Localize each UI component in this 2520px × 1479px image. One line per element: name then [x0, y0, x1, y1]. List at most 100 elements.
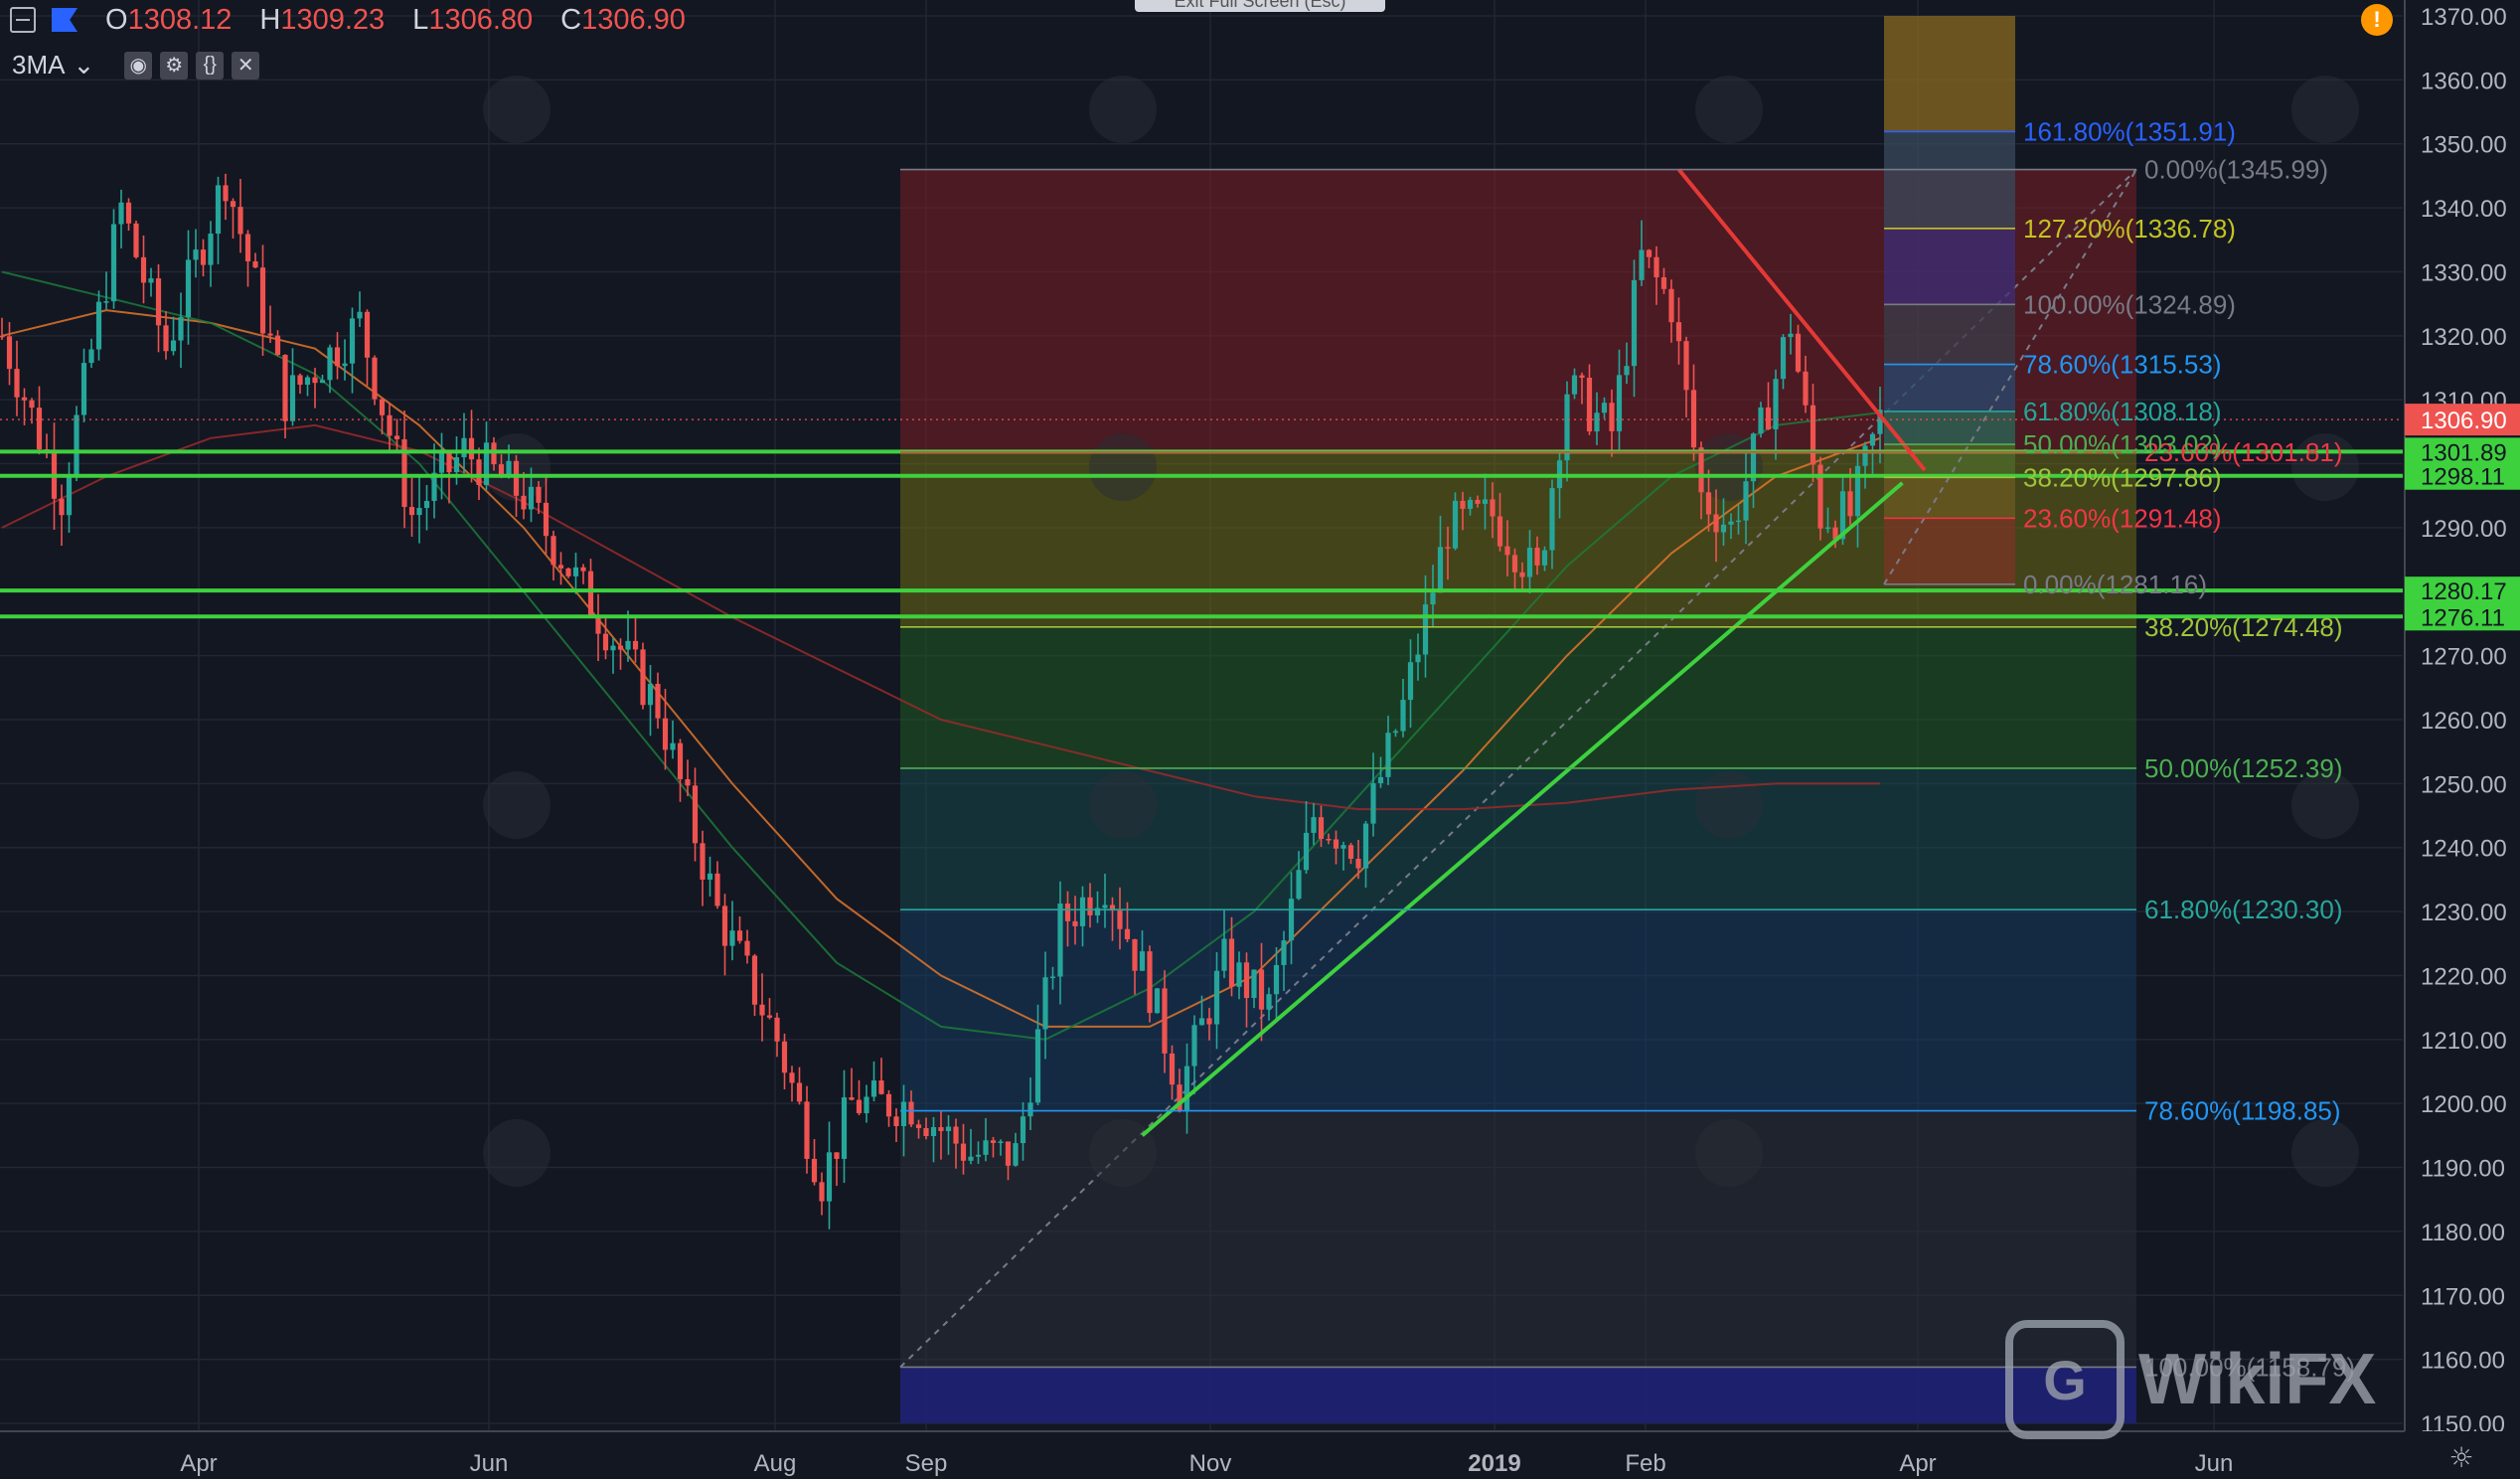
candle-body [804, 1101, 810, 1159]
price-tick-label: 1340.00 [2421, 196, 2507, 223]
candle-body [274, 335, 281, 356]
candle-body [1475, 499, 1481, 504]
close-readout: C1306.90 [560, 3, 686, 36]
candle-body [551, 536, 556, 566]
candle-body [200, 249, 207, 265]
fib-small-level-label: 23.60%(1291.48) [2023, 503, 2221, 533]
candle-body [1370, 783, 1376, 824]
candle-body [453, 457, 460, 473]
exit-fullscreen-button[interactable]: Exit Full Screen (Esc) [1135, 0, 1385, 12]
candle-body [528, 486, 535, 510]
candle-body [1862, 445, 1868, 466]
candle-body [983, 1140, 989, 1155]
candle-body [1034, 1029, 1041, 1103]
candle-body [438, 453, 445, 473]
candle-body [819, 1182, 825, 1202]
candle-body [714, 873, 720, 906]
candle-body [602, 633, 609, 651]
gear-icon[interactable]: ⚙ [160, 51, 189, 80]
candle-body [1675, 322, 1682, 342]
wikifx-logo: G WikiFX [2005, 1320, 2376, 1439]
candle-body [1832, 527, 1838, 540]
candle-body [1705, 492, 1712, 515]
candle-body [387, 414, 393, 436]
candle-body [1236, 962, 1242, 987]
candle-body [215, 185, 222, 235]
candle-body [1847, 491, 1853, 517]
candle-body [267, 333, 273, 336]
fib-level-label: 23.60%(1301.81) [2144, 437, 2342, 467]
candle-body [677, 742, 684, 779]
candle-body [1102, 904, 1108, 908]
candle-body [95, 301, 102, 350]
level-price-label: 1298.11 [2421, 464, 2505, 491]
level-price-tag [2405, 437, 2520, 466]
candle-body [1758, 407, 1764, 434]
fib-extension-zone [900, 1367, 2136, 1423]
candle-body [700, 843, 706, 880]
fib-zone [900, 626, 2136, 768]
candle-body [1221, 938, 1227, 971]
candle-body [1668, 288, 1674, 323]
price-axis-bg [2405, 0, 2520, 1479]
candle-body [1654, 256, 1659, 277]
collapse-icon[interactable] [10, 7, 36, 33]
candle-body [1519, 572, 1525, 577]
candle-body [461, 437, 467, 458]
candle-body [1281, 940, 1287, 965]
fib-small-diagonal [1883, 169, 2137, 585]
fib-level-label: 0.00%(1345.99) [2144, 155, 2328, 185]
watermark-logo-icon [1089, 76, 1157, 143]
candle-body [1735, 520, 1742, 523]
candle-body [223, 185, 229, 202]
candle-body [1392, 731, 1399, 734]
candle-body [1124, 928, 1131, 939]
candle-body [1057, 904, 1063, 977]
candle-body [1422, 604, 1429, 655]
candle-body [1318, 817, 1325, 839]
price-tick-label: 1240.00 [2421, 836, 2507, 863]
candle-body [1228, 938, 1235, 987]
fib-small-zone [1884, 444, 2015, 478]
alert-icon[interactable]: ! [2361, 4, 2393, 36]
candle-body [849, 1097, 855, 1100]
high-readout: H1309.23 [259, 3, 386, 36]
candle-body [506, 460, 512, 478]
candle-body [193, 249, 199, 260]
fib-level-label: 78.60%(1198.85) [2144, 1096, 2341, 1126]
candle-body [721, 905, 728, 946]
price-tick-label: 1230.00 [2421, 900, 2507, 926]
time-tick-label: Nov [1189, 1450, 1232, 1477]
candle-body [379, 399, 386, 415]
chart-settings-icon[interactable]: ☼ [2448, 1441, 2474, 1474]
candle-body [856, 1099, 863, 1113]
candle-body [923, 1127, 929, 1136]
fib-zone [900, 909, 2136, 1111]
chevron-down-icon[interactable]: ⌄ [73, 50, 95, 80]
fib-small-zone [1884, 228, 2015, 305]
candle-body [960, 1143, 967, 1161]
candle-body [1683, 341, 1689, 391]
candle-body [1311, 817, 1317, 833]
candle-body [766, 1015, 773, 1018]
candle-body [1027, 1102, 1033, 1117]
indicator-name[interactable]: 3MA [12, 50, 66, 80]
open-readout: O1308.12 [105, 3, 233, 36]
eye-icon[interactable]: ◉ [124, 51, 153, 80]
close-icon[interactable]: ✕ [232, 51, 260, 80]
candle-body [312, 377, 318, 384]
candle-body [297, 375, 303, 386]
candle-body [580, 567, 586, 572]
watermark-logo-icon [1089, 771, 1157, 839]
wikifx-wordmark: WikiFX [2138, 1340, 2377, 1419]
candle-body [170, 340, 177, 352]
candle-body [416, 507, 422, 516]
candle-body [319, 380, 326, 384]
candle-body [468, 437, 475, 460]
candle-body [707, 873, 713, 880]
level-price-label: 1276.11 [2421, 604, 2505, 631]
candle-body [14, 369, 20, 398]
candle-body [774, 1017, 780, 1042]
source-icon[interactable]: {} [196, 51, 225, 80]
